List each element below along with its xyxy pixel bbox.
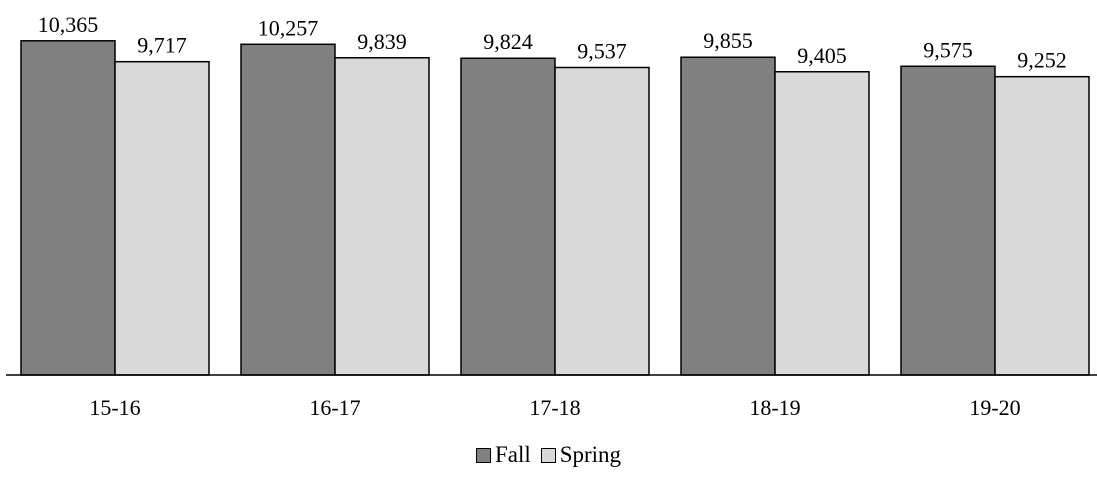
data-label-fall-16-17: 10,257: [258, 15, 319, 40]
bar-spring-18-19: [774, 71, 870, 376]
legend-swatch-fall: [475, 447, 491, 463]
x-tick-labels-layer: 15-16 16-17 17-18 18-19 19-20: [89, 395, 1020, 420]
legend-item-spring: Spring: [540, 442, 622, 468]
data-label-spring-15-16: 9,717: [137, 33, 187, 58]
bar-spring-19-20: [994, 75, 1090, 376]
legend-swatch-spring: [540, 447, 556, 463]
x-tick-label-19-20: 19-20: [969, 395, 1020, 420]
data-label-fall-19-20: 9,575: [923, 37, 973, 62]
data-label-spring-19-20: 9,252: [1017, 48, 1067, 73]
data-label-fall-15-16: 10,365: [38, 12, 99, 37]
bar-spring-17-18: [554, 66, 650, 376]
data-label-spring-17-18: 9,537: [577, 38, 627, 63]
data-label-spring-18-19: 9,405: [797, 43, 847, 68]
legend-item-fall: Fall: [475, 442, 531, 468]
bar-fall-15-16: [20, 40, 116, 376]
bar-spring-16-17: [334, 57, 430, 376]
data-label-fall-17-18: 9,824: [483, 29, 533, 54]
chart-legend: Fall Spring: [0, 440, 1097, 470]
bar-fall-18-19: [680, 56, 776, 376]
bar-fall-19-20: [900, 65, 996, 376]
x-tick-label-15-16: 15-16: [89, 395, 140, 420]
bar-fall-17-18: [460, 57, 556, 376]
data-label-spring-16-17: 9,839: [357, 29, 407, 54]
bar-fall-16-17: [240, 43, 336, 376]
data-labels-layer: 10,365 9,717 10,257 9,839 9,824 9,537 9,855 9,4…: [38, 12, 1067, 73]
x-tick-label-16-17: 16-17: [309, 395, 360, 420]
data-label-fall-18-19: 9,855: [703, 28, 753, 53]
legend-label-fall: Fall: [494, 442, 531, 467]
bar-spring-15-16: [114, 60, 210, 376]
x-tick-label-17-18: 17-18: [529, 395, 580, 420]
bars-layer: [20, 40, 1090, 376]
x-tick-label-18-19: 18-19: [749, 395, 800, 420]
legend-label-spring: Spring: [559, 442, 622, 467]
